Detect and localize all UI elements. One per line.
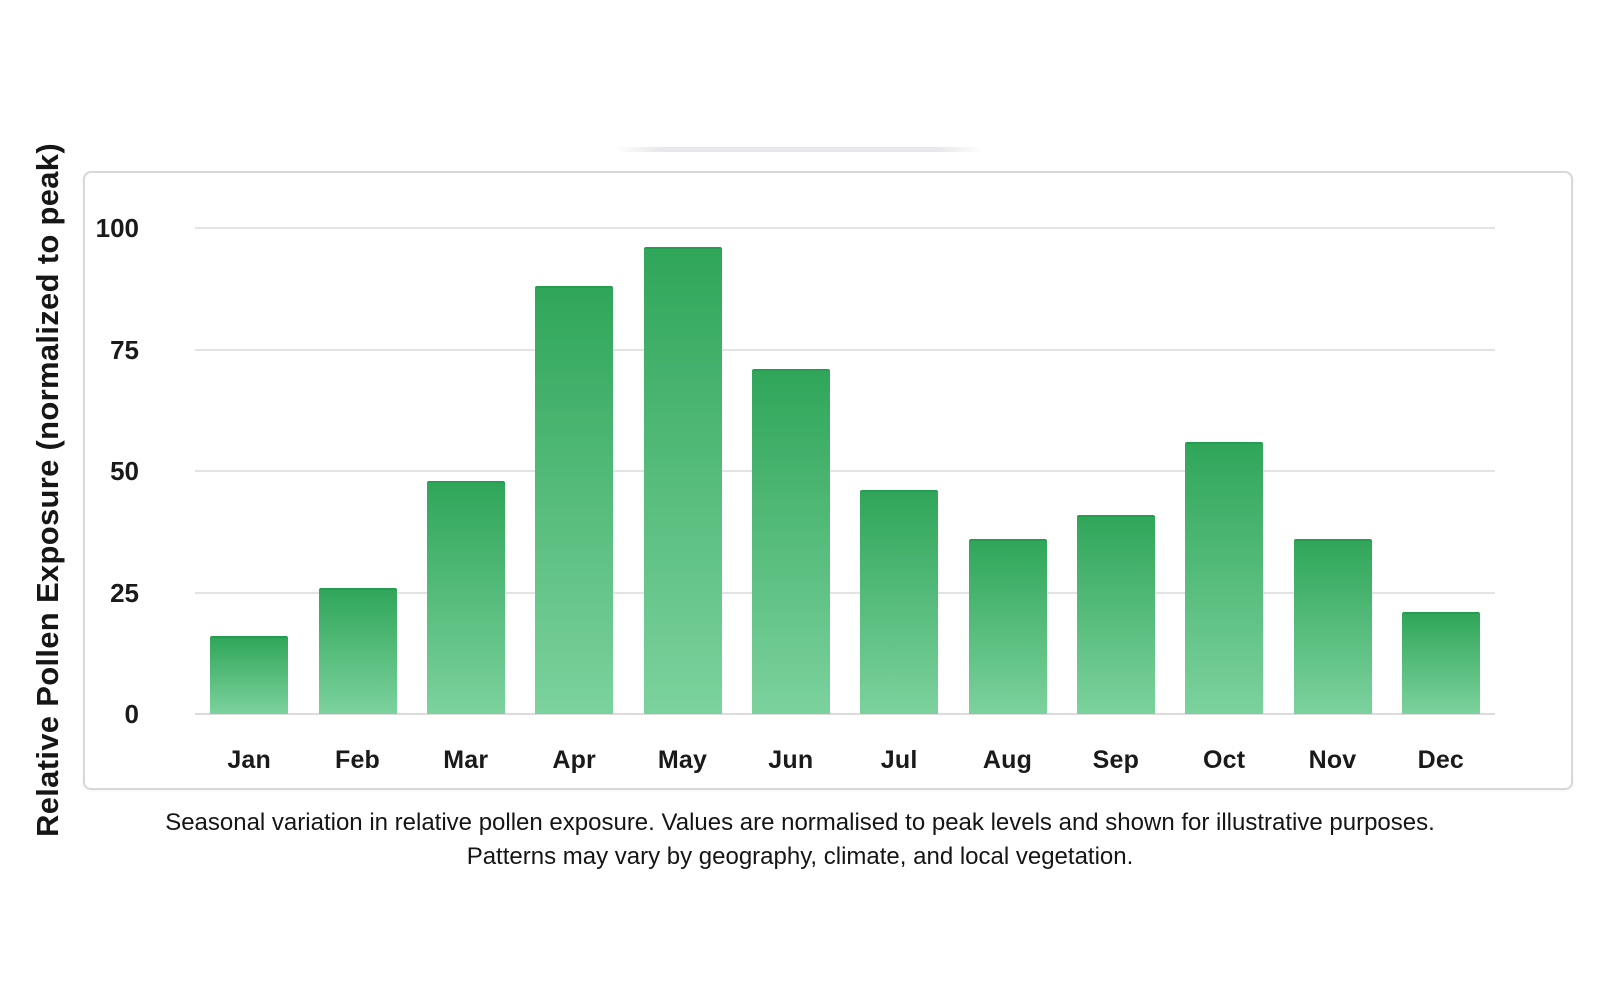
x-tick-label-jun: Jun xyxy=(768,746,814,774)
y-tick-label-0: 0 xyxy=(124,699,139,729)
bar-jul xyxy=(860,490,939,714)
caption-line-1: Seasonal variation in relative pollen ex… xyxy=(165,809,1435,836)
x-tick-label-jul: Jul xyxy=(880,746,918,774)
bar-nov xyxy=(1293,539,1372,714)
y-tick-label-50: 50 xyxy=(110,456,139,486)
gridline-50 xyxy=(195,470,1495,472)
caption-line-2: Patterns may vary by geography, climate,… xyxy=(466,843,1134,870)
gridline-25 xyxy=(195,591,1495,594)
x-tick-label-apr: Apr xyxy=(552,746,596,774)
x-tick-label-dec: Dec xyxy=(1417,746,1465,774)
bar-apr xyxy=(535,286,614,714)
x-tick-label-may: May xyxy=(657,746,708,774)
bar-aug xyxy=(968,539,1047,714)
chart-caption: Seasonal variation in relative pollen ex… xyxy=(0,806,1600,874)
chart-panel: 0 25 50 75 100 Jan Feb Mar Apr May Jun Jul Aug Sep Oct… xyxy=(83,171,1573,790)
bar-mar xyxy=(426,480,505,714)
bar-jun xyxy=(751,368,830,714)
gridline-0 xyxy=(195,713,1495,715)
x-tick-label-feb: Feb xyxy=(334,746,381,774)
x-tick-label-mar: Mar xyxy=(443,746,489,774)
x-tick-label-sep: Sep xyxy=(1092,746,1140,774)
y-tick-label-100: 100 xyxy=(95,213,139,243)
bar-dec xyxy=(1401,611,1480,714)
x-tick-label-nov: Nov xyxy=(1308,746,1357,774)
gridline-100 xyxy=(195,227,1495,229)
bar-may xyxy=(643,247,722,714)
x-tick-label-oct: Oct xyxy=(1203,746,1246,774)
bar-sep xyxy=(1076,514,1155,714)
x-tick-label-aug: Aug xyxy=(982,746,1033,774)
decorative-line xyxy=(615,147,983,152)
bar-feb xyxy=(318,587,397,714)
y-tick-label-25: 25 xyxy=(110,577,139,608)
y-axis-title: Relative Pollen Exposure (normalized to … xyxy=(30,143,65,837)
bar-oct xyxy=(1185,441,1264,714)
x-tick-label-jan: Jan xyxy=(227,746,271,774)
gridline-75 xyxy=(195,348,1495,351)
y-tick-label-75: 75 xyxy=(110,334,139,365)
bar-jan xyxy=(210,636,289,714)
